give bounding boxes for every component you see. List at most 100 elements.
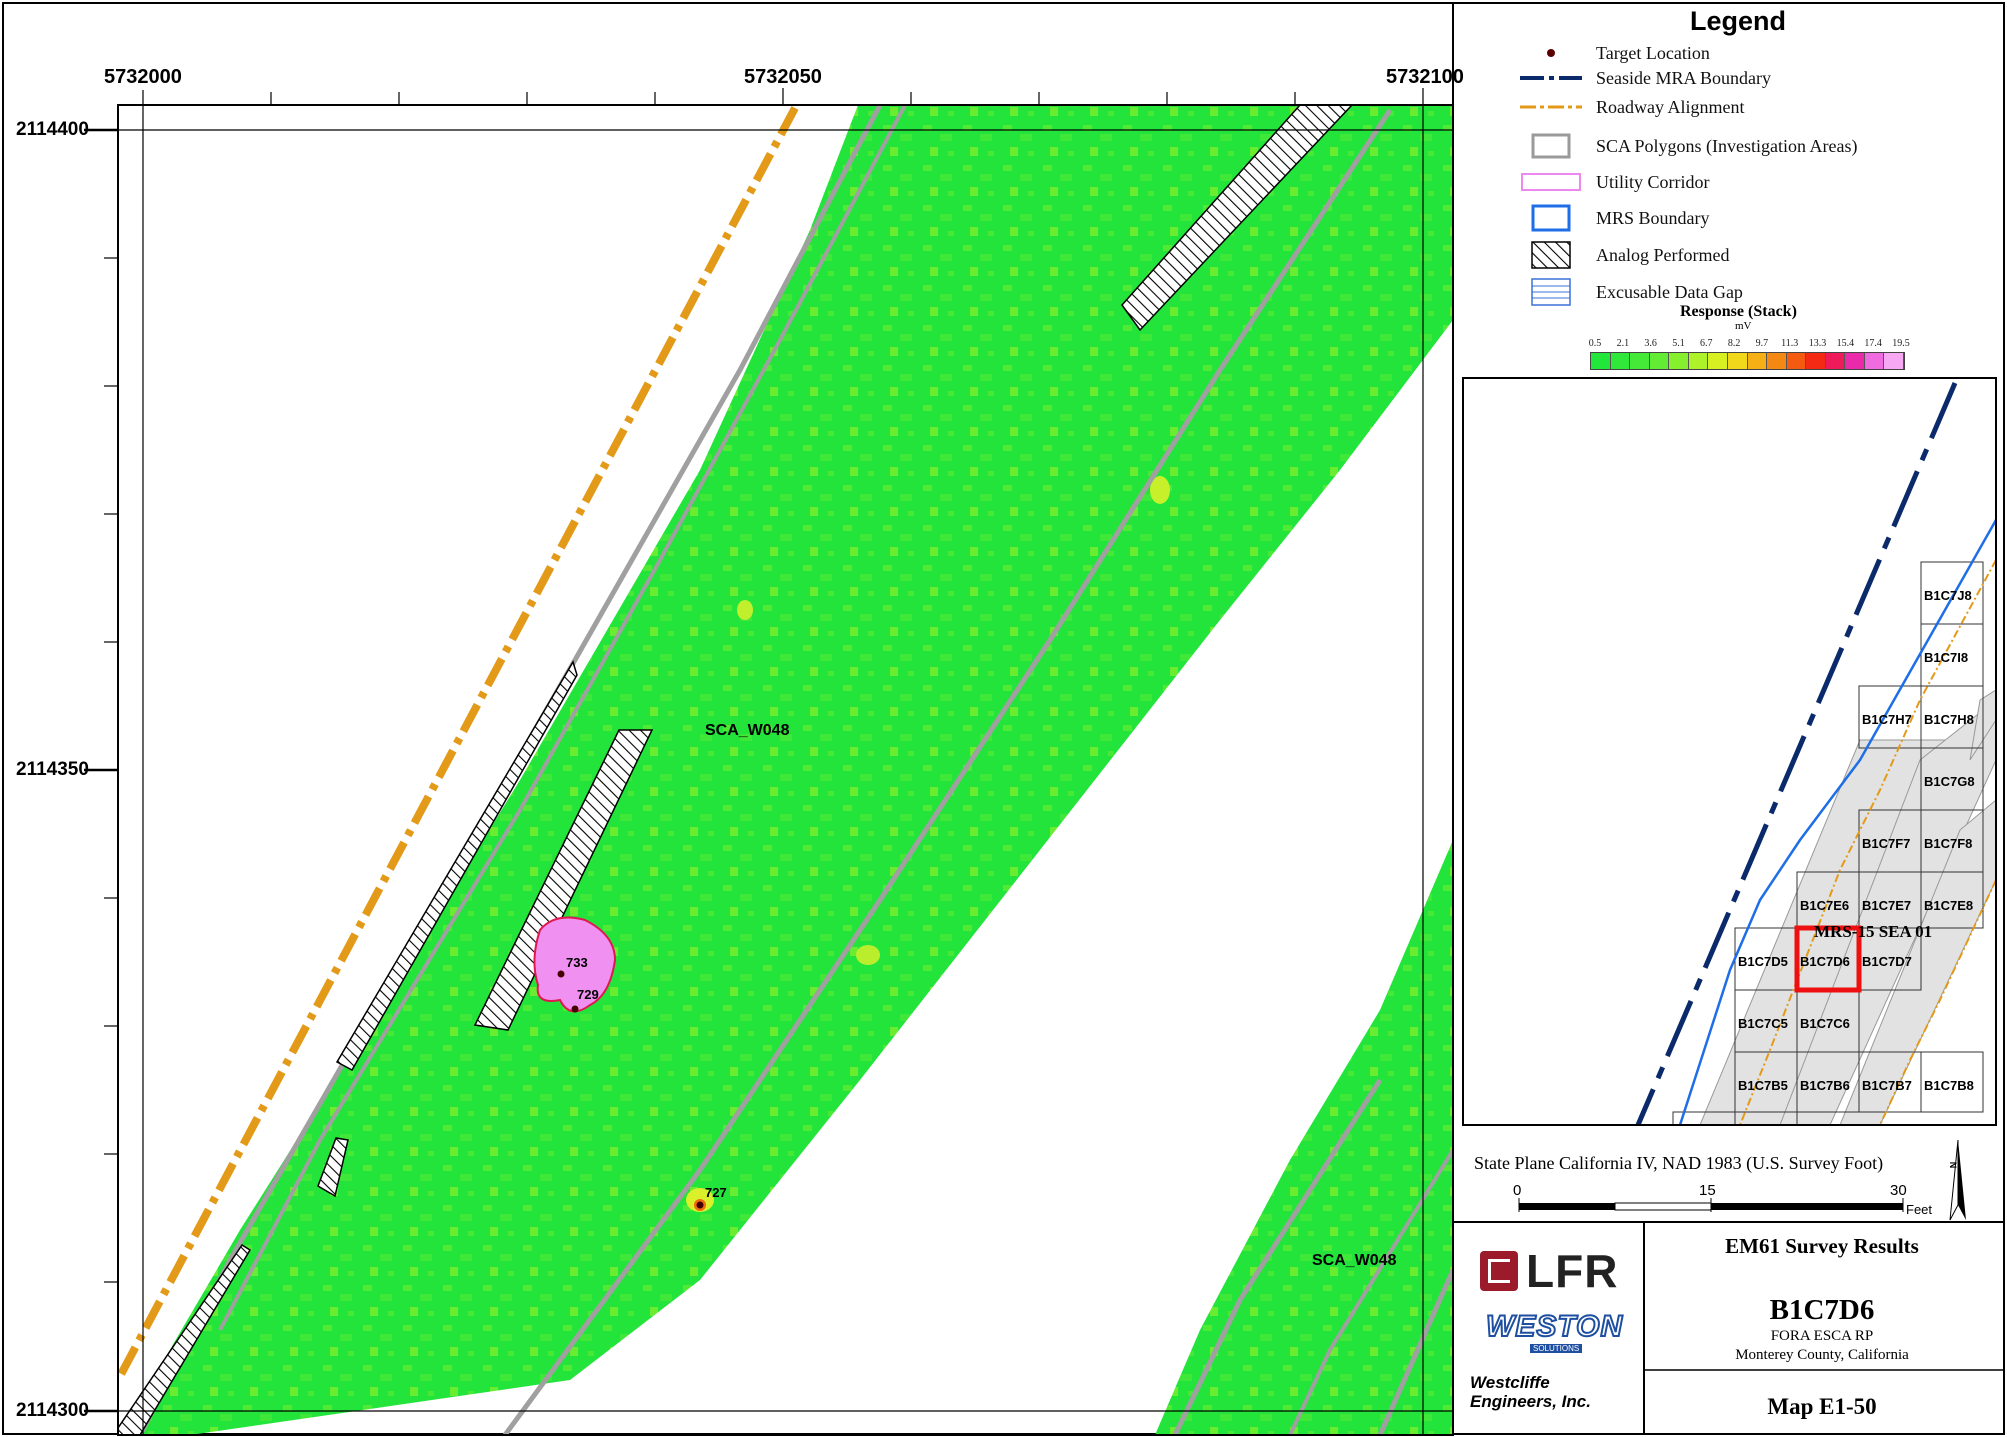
x-tick-label: 5732050 [744, 66, 822, 88]
ramp-swatch [1727, 353, 1748, 369]
ramp-tick-label: 17.4 [1864, 338, 1882, 349]
title-project: FORA ESCA RP [1770, 1328, 1874, 1344]
title-grid: B1C7D6 [1769, 1294, 1875, 1326]
legend-item: Seaside MRA Boundary [1520, 63, 1771, 93]
y-tick-label: 2114400 [16, 119, 89, 140]
target-location-dot [696, 1201, 704, 1209]
legend-item: Roadway Alignment [1520, 92, 1744, 122]
ramp-swatch [1884, 353, 1904, 369]
inset-cell-label: B1C7D5 [1738, 954, 1788, 969]
title-county: Monterey County, California [1735, 1347, 1909, 1363]
inset-cell-label: B1C7E6 [1800, 898, 1850, 913]
x-tick-label: 5732000 [104, 66, 182, 88]
analog-performed-area [118, 1243, 252, 1435]
dash-dot-line-icon [1520, 76, 1582, 80]
inset-cell-label: B1C7E7 [1862, 898, 1912, 913]
survey-band-main [120, 105, 1453, 1435]
westcliffe-logo: Westcliffe Engineers, Inc. [1470, 1373, 1591, 1411]
ramp-tick-label: 6.7 [1700, 338, 1713, 349]
main-map [118, 105, 1453, 1435]
target-label: 733 [566, 955, 588, 970]
sca-polygon-boundary [218, 105, 907, 1331]
scale-bar [1518, 1198, 1904, 1212]
roadway-alignment [118, 106, 799, 1382]
ramp-tick-label: 8.2 [1727, 338, 1741, 349]
x-axis-ticks [142, 88, 1424, 105]
inset-cell-label: B1C7C6 [1800, 1016, 1850, 1031]
response-unit: mV [1735, 320, 1752, 332]
inset-cell-label: B1C7B8 [1924, 1078, 1974, 1093]
pink-box-icon [1521, 173, 1581, 191]
ramp-swatch [1786, 353, 1807, 369]
ramp-swatch [1845, 353, 1865, 369]
legend-item: Utility Corridor [1520, 167, 1710, 197]
inset-cell-label: B1C7H7 [1862, 712, 1912, 727]
ramp-swatch [1864, 353, 1885, 369]
dash-dot-line-icon [1520, 105, 1582, 109]
westcliffe-name: Westcliffe [1470, 1373, 1550, 1392]
sca-label: SCA_W048 [705, 722, 790, 739]
scale-unit: Feet [1906, 1202, 1933, 1217]
sca-label: SCA_W048 [1312, 1252, 1397, 1269]
ramp-tick-label: 13.3 [1808, 338, 1827, 349]
inset-cell-label: B1C7B7 [1862, 1078, 1912, 1093]
inset-cell-label: B1C7C5 [1738, 1016, 1788, 1031]
blue-box-icon [1531, 204, 1571, 232]
ramp-swatch [1630, 353, 1650, 369]
sca-polygon-boundary [1172, 1078, 1383, 1435]
legend-title: Legend [1690, 6, 1787, 36]
anomaly-area [1150, 476, 1170, 504]
north-label: N [1948, 1161, 1959, 1169]
inset-cell-label: B1C7B6 [1800, 1078, 1850, 1093]
title-heading: EM61 Survey Results [1725, 1234, 1919, 1258]
ramp-tick-label: 9.7 [1755, 338, 1769, 349]
analog-performed-area [335, 660, 578, 1072]
target-dot-icon [1547, 49, 1555, 57]
inset-cell-label: B1C7H8 [1924, 712, 1974, 727]
title-block: EM61 Survey Results B1C7D6 FORA ESCA RP … [1644, 1222, 2000, 1430]
legend-item: Target Location [1520, 38, 1710, 68]
inset-cell-label: B1C7G8 [1924, 774, 1975, 789]
legend-item: Analog Performed [1520, 240, 1729, 270]
inset-cell-label: B1C7I8 [1924, 650, 1969, 665]
ramp-swatch [1610, 353, 1631, 369]
scale-tick-label: 15 [1699, 1182, 1716, 1199]
sca-polygon-boundary [1377, 1268, 1453, 1435]
weston-logo: WESTON SOLUTIONS [1485, 1309, 1624, 1353]
ramp-swatch [1747, 353, 1768, 369]
ramp-swatch [1591, 353, 1611, 369]
ramp-swatch [1669, 353, 1689, 369]
legend-item: SCA Polygons (Investigation Areas) [1520, 131, 1858, 161]
target-label: 727 [705, 1185, 727, 1200]
gray-box-icon [1531, 133, 1571, 159]
analog-performed-area [473, 729, 654, 1031]
projection-text: State Plane California IV, NAD 1983 (U.S… [1474, 1153, 1884, 1173]
inset-map [1463, 378, 1996, 1125]
x-tick-label: 5732100 [1386, 66, 1464, 88]
survey-band-lower [1155, 840, 1453, 1435]
y-axis-ticks [84, 128, 118, 1413]
inset-cell-label: B1C7B5 [1738, 1078, 1788, 1093]
sca-polygon-boundary [502, 108, 1393, 1435]
north-arrow-icon [1949, 1139, 1966, 1221]
anomaly-area [856, 945, 880, 965]
inset-cell-label: B1C7F8 [1924, 836, 1973, 851]
scale-tick-label: 0 [1513, 1182, 1522, 1199]
hatch-icon [1531, 241, 1571, 269]
ramp-tick-label: 5.1 [1672, 338, 1685, 349]
y-tick-label: 2114300 [16, 1400, 89, 1421]
inset-frame [1462, 377, 1997, 1126]
anomaly-area [737, 600, 753, 620]
inset-cell-label: B1C7D6 [1800, 954, 1850, 969]
ramp-swatch [1708, 353, 1728, 369]
target-label: 729 [577, 987, 599, 1002]
inset-cell-label: B1C7D7 [1862, 954, 1912, 969]
target-location-dot [557, 970, 565, 978]
ramp-swatch [1825, 353, 1846, 369]
inset-cell-label: B1C7J8 [1924, 588, 1972, 603]
inset-cell-label: B1C7F7 [1862, 836, 1911, 851]
ramp-swatch [1806, 353, 1826, 369]
ramp-tick-label: 2.1 [1616, 338, 1630, 349]
ramp-tick-label: 15.4 [1836, 338, 1855, 349]
